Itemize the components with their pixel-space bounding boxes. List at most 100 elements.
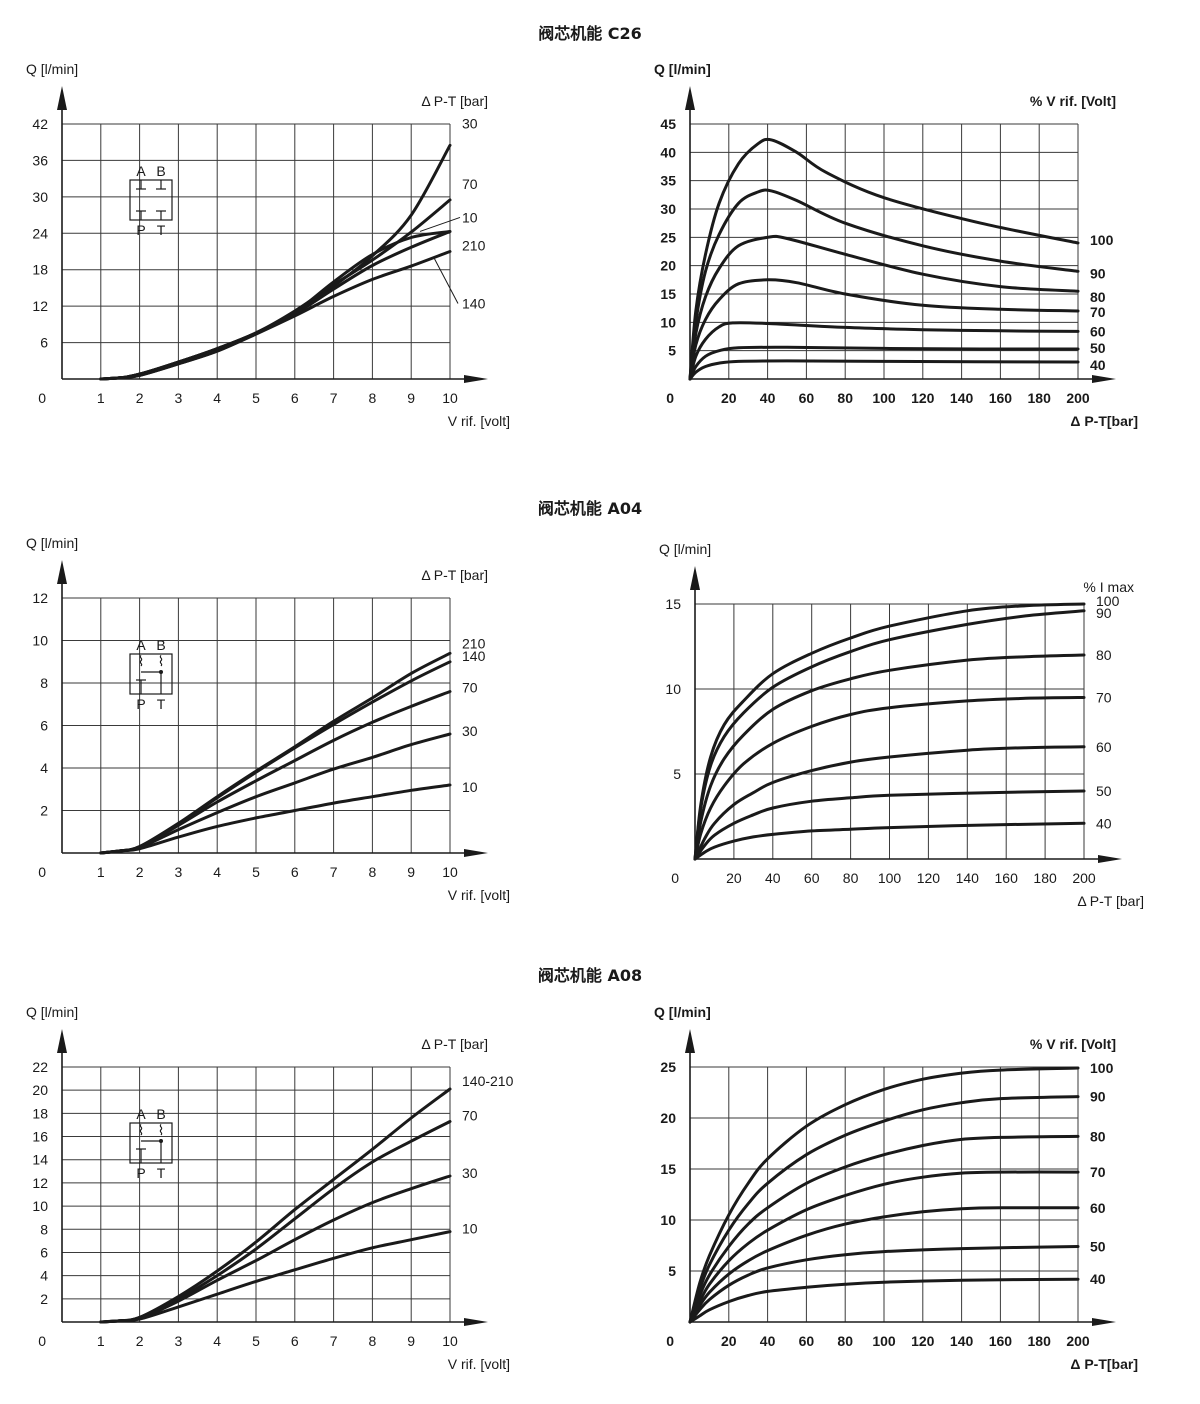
series-line-70 — [688, 278, 1080, 381]
y-tick-label: 12 — [32, 298, 48, 314]
y-tick-label: 5 — [673, 766, 681, 782]
x-axis-title: V rif. [volt] — [448, 413, 510, 429]
series-line-50 — [688, 345, 1080, 381]
series-line-210 — [99, 230, 452, 381]
x-tick-label: 10 — [442, 864, 458, 880]
x-tick-label: 7 — [330, 390, 338, 406]
port-label: P — [136, 1165, 145, 1181]
y-tick-label: 10 — [660, 314, 676, 330]
x-tick-label: 180 — [1033, 870, 1057, 886]
legend-title: % V rif. [Volt] — [1030, 1036, 1116, 1052]
grid — [62, 597, 451, 853]
port-label: B — [156, 1106, 165, 1122]
y-tick-label: 45 — [660, 116, 676, 132]
spool-symbol: A B P T — [129, 163, 173, 238]
y-tick-label: 20 — [660, 258, 676, 274]
orifice-mark: ⌇ — [158, 653, 165, 669]
series-line-40 — [693, 821, 1086, 861]
series-line-10 — [99, 1230, 452, 1324]
spool-symbol: A B P T ⌇ ⌇ — [129, 637, 173, 712]
y-axis-title: Q [l/min] — [26, 535, 78, 551]
legend-title: Δ P-T [bar] — [421, 1036, 488, 1052]
y-axis-arrow — [57, 1029, 67, 1053]
port-label: T — [157, 222, 166, 238]
series-label: 210 — [462, 237, 486, 253]
y-tick-label: 6 — [40, 718, 48, 734]
x-tick-label: 4 — [213, 1333, 221, 1349]
series-line-10 — [99, 783, 452, 855]
section-title-c26: 阀芯机能 C26 — [538, 24, 642, 43]
x-tick-label: 7 — [330, 864, 338, 880]
x-tick-label: 8 — [369, 864, 377, 880]
x-axis-arrow — [464, 1318, 488, 1326]
x-tick-label: 160 — [995, 870, 1019, 886]
series-label: 70 — [462, 176, 478, 192]
spool-box — [129, 653, 173, 695]
x-tick-label: 20 — [721, 390, 737, 406]
port-label: P — [136, 222, 145, 238]
x-tick-label: 3 — [175, 864, 183, 880]
legend-title: % I max — [1083, 579, 1134, 595]
series-label: 90 — [1090, 265, 1106, 281]
origin-label: 0 — [38, 864, 46, 880]
x-tick-label: 20 — [721, 1333, 737, 1349]
y-tick-label: 10 — [32, 633, 48, 649]
y-tick-label: 12 — [32, 1175, 48, 1191]
x-tick-label: 3 — [175, 1333, 183, 1349]
x-axis-arrow — [1098, 855, 1122, 863]
x-tick-label: 80 — [843, 870, 859, 886]
x-tick-label: 60 — [799, 1333, 815, 1349]
x-tick-label: 200 — [1066, 1333, 1090, 1349]
x-tick-label: 180 — [1028, 390, 1052, 406]
grid — [62, 123, 451, 379]
series-line-30 — [99, 1174, 452, 1324]
section-title-a04: 阀芯机能 A04 — [537, 499, 643, 518]
y-tick-label: 42 — [32, 116, 48, 132]
y-tick-label: 2 — [40, 803, 48, 819]
x-tick-label: 10 — [442, 390, 458, 406]
series-label: 10 — [462, 1221, 478, 1237]
legend-title: Δ P-T [bar] — [421, 567, 488, 583]
series-label: 90 — [1096, 605, 1112, 621]
legend-title: % V rif. [Volt] — [1030, 93, 1116, 109]
y-tick-label: 30 — [660, 201, 676, 217]
series-line-70 — [99, 198, 452, 381]
y-tick-label: 4 — [40, 760, 48, 776]
series-label: 70 — [1090, 304, 1106, 320]
y-tick-label: 40 — [660, 144, 676, 160]
y-axis-title: Q [l/min] — [654, 61, 711, 77]
x-tick-label: 20 — [726, 870, 742, 886]
y-tick-label: 22 — [32, 1059, 48, 1075]
y-tick-label: 12 — [32, 590, 48, 606]
x-tick-label: 140 — [950, 390, 974, 406]
port-label: B — [156, 637, 165, 653]
series-line-80 — [688, 1134, 1080, 1324]
chart-c26-flow-vs-dpt: 20 40 60 80 100 120 140 160 180 200 5 10 15 20 25 30 35 4… — [654, 61, 1138, 429]
y-tick-label: 20 — [32, 1082, 48, 1098]
port-label: A — [136, 1106, 146, 1122]
y-axis-arrow — [690, 566, 700, 590]
series-label: 30 — [462, 723, 478, 739]
y-tick-label: 10 — [665, 681, 681, 697]
x-tick-label: 5 — [252, 1333, 260, 1349]
series-label: 60 — [1090, 323, 1106, 339]
series-label: 100 — [1090, 1060, 1114, 1076]
x-tick-label: 3 — [175, 390, 183, 406]
y-axis-title: Q [l/min] — [26, 61, 78, 77]
series-label: 40 — [1090, 357, 1106, 373]
series-label: 60 — [1096, 739, 1112, 755]
y-tick-label: 5 — [668, 343, 676, 359]
origin-label: 0 — [666, 390, 674, 406]
spool-symbol: A B P T ⌇ ⌇ — [129, 1106, 173, 1181]
x-tick-label: 1 — [97, 390, 105, 406]
port-label: A — [136, 163, 146, 179]
series-label: 50 — [1090, 340, 1106, 356]
x-tick-label: 100 — [872, 390, 896, 406]
x-tick-label: 5 — [252, 864, 260, 880]
series-line-60 — [693, 745, 1086, 861]
x-tick-label: 120 — [911, 390, 935, 406]
x-axis-title: V rif. [volt] — [448, 887, 510, 903]
x-tick-label: 180 — [1028, 1333, 1052, 1349]
